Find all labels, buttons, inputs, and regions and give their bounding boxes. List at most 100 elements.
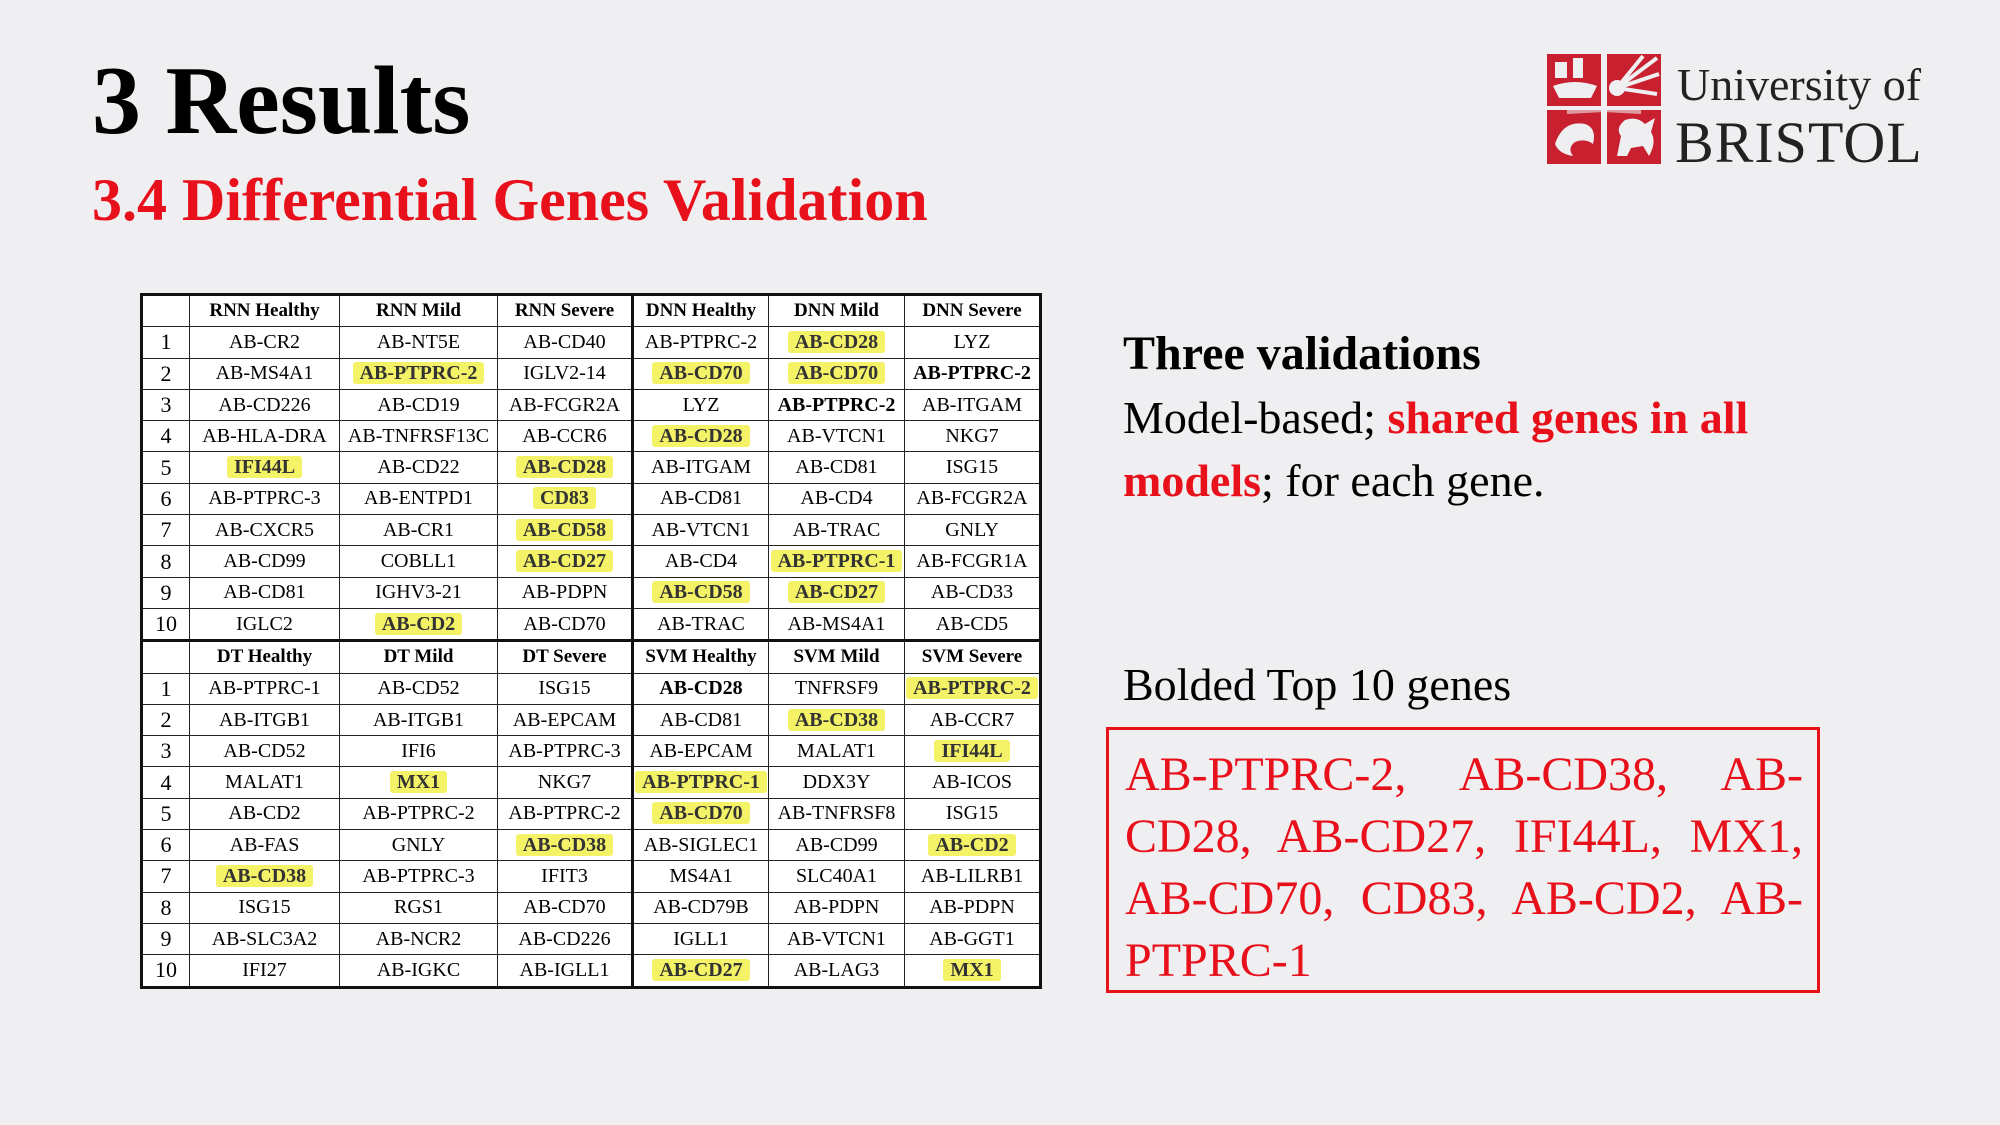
gene-cell: AB-IGLL1 [497,954,633,988]
gene-cell: AB-NT5E [339,326,498,359]
gene-name: AB-LAG3 [793,958,880,981]
gene-cell: AB-LAG3 [768,954,905,988]
gene-cell: AB-CD79B [631,891,769,924]
gene-cell: AB-CD58 [497,514,633,547]
table-row: 10 IFI27 AB-IGKC AB-IGLL1 AB-CD27 AB-LAG3 MX1 [141,954,1041,988]
gene-cell: AB-CD58 [631,576,769,609]
gene-name: AB-PTPRC-2 [362,802,475,825]
gene-cell: AB-CD70 [768,357,905,390]
table-row: 7 AB-CD38 AB-PTPRC-3 IFIT3 MS4A1 SLC40A1 AB-LI… [141,860,1041,893]
gene-name: AB-GGT1 [929,927,1015,950]
gene-name: IGLC2 [236,612,293,635]
table-row: 5 AB-CD2 AB-PTPRC-2 AB-PTPRC-2 AB-CD70 AB-TNF… [141,797,1041,831]
gene-cell: MALAT1 [189,766,340,799]
gene-name: AB-FCGR2A [508,393,621,416]
gene-name: AB-CD22 [377,456,460,479]
gene-cell: AB-FAS [189,829,340,862]
gene-cell: AB-CD22 [339,451,498,484]
gene-name: AB-HLA-DRA [202,424,327,447]
gene-name: AB-PDPN [929,896,1015,919]
gene-cell: AB-CR2 [189,326,340,359]
table-row: 8 ISG15 RGS1 AB-CD70 AB-CD79B AB-PDPN AB-PDPN [141,891,1041,924]
highlighted-gene: AB-CD27 [652,958,750,981]
gene-name: ISG15 [238,896,291,919]
highlighted-gene: AB-CD70 [787,362,886,385]
gene-cell: AB-CD33 [904,576,1041,609]
gene-name: AB-PTPRC-2 [644,330,758,353]
gene-cell: AB-PTPRC-2 [904,672,1041,705]
gene-cell: AB-CD28 [497,451,633,484]
gene-name: AB-CD40 [523,330,606,353]
gene-cell: AB-PDPN [497,576,633,609]
gene-name: AB-CR2 [228,330,301,353]
gene-name: AB-PTPRC-2 [913,362,1031,385]
validations-heading: Three validations [1123,327,1481,380]
gene-cell: AB-GGT1 [904,922,1041,956]
gene-cell: AB-CD226 [497,922,633,956]
gene-cell: AB-ITGAM [904,388,1041,422]
gene-cell: AB-CXCR5 [189,514,340,547]
gene-name: AB-PDPN [793,896,880,919]
page-title: 3 Results [92,47,471,155]
gene-name: AB-CD81 [223,581,306,604]
gene-name: AB-VTCN1 [651,518,751,541]
logo-line1: University of [1677,59,1922,110]
validations-part3: ; for each gene. [1261,455,1545,506]
gene-cell: AB-SIGLEC1 [631,829,769,862]
gene-name: IGHV3-21 [375,581,462,604]
gene-name: MALAT1 [225,771,304,794]
gene-name: IGLV2-14 [523,362,606,385]
gene-cell: AB-ITGAM [631,451,769,484]
gene-name: ISG15 [538,677,591,700]
top-genes-list: AB-PTPRC-2, AB-CD38, AB-CD28, AB-CD27, I… [1125,748,1803,987]
gene-name: LYZ [953,330,991,353]
table-row: 6 AB-FAS GNLY AB-CD38 AB-SIGLEC1 AB-CD99 AB-CD… [141,829,1041,862]
gene-name: AB-EPCAM [649,739,753,762]
gene-cell: AB-CD81 [631,482,769,516]
column-header: DT Mild [339,639,498,674]
highlighted-gene: AB-PTPRC-2 [352,362,485,385]
table-row: 2 AB-ITGB1 AB-ITGB1 AB-EPCAM AB-CD81 AB-CD38 A… [141,703,1041,737]
gene-name: AB-NT5E [376,330,461,353]
gene-cell: NKG7 [497,766,633,799]
gene-name: AB-CD70 [523,612,606,635]
university-logo: University of BRISTOL [1545,48,1955,172]
highlighted-gene: CD83 [533,487,596,510]
gene-name: AB-ICOS [931,771,1012,794]
gene-cell: AB-CCR7 [904,703,1041,737]
gene-cell: AB-MS4A1 [189,357,340,390]
gene-name: AB-FCGR1A [916,550,1028,573]
gene-cell: IFI6 [339,735,498,768]
highlighted-gene: AB-CD28 [652,424,750,447]
gene-name: AB-CD226 [518,927,611,950]
row-index: 4 [141,766,190,799]
gene-cell: AB-CD81 [631,703,769,737]
row-index: 3 [141,735,190,768]
gene-name: AB-CCR7 [929,708,1015,731]
gene-cell: AB-CD52 [189,735,340,768]
column-header: DT Severe [497,639,633,674]
validations-text: Model-based; shared genes in all models;… [1123,386,1883,512]
gene-name: AB-PTPRC-3 [208,487,321,510]
table-row: 8 AB-CD99 COBLL1 AB-CD27 AB-CD4 AB-PTPRC-1 AB-… [141,545,1041,578]
gene-name: AB-SIGLEC1 [643,833,759,856]
gene-cell: GNLY [339,829,498,862]
gene-cell: IGLC2 [189,607,340,642]
gene-cell: AB-CCR6 [497,420,633,453]
gene-cell: AB-ITGB1 [189,703,340,737]
column-header: DNN Mild [768,293,905,328]
gene-cell: AB-CD70 [497,891,633,924]
gene-cell: AB-CD81 [189,576,340,609]
gene-name: MS4A1 [669,864,733,887]
gene-name: AB-CD33 [930,581,1014,604]
logo-line2: BRISTOL [1675,110,1923,175]
highlighted-gene: AB-CD58 [652,581,750,604]
gene-name: IFIT3 [541,864,588,887]
gene-cell: AB-CD4 [768,482,905,516]
gene-name: AB-PTPRC-1 [208,677,321,700]
row-index: 8 [141,891,190,924]
gene-cell: AB-IGKC [339,954,498,988]
gene-name: AB-CD4 [800,487,873,510]
gene-name: ISG15 [945,802,999,825]
gene-cell: AB-CD70 [631,797,769,831]
